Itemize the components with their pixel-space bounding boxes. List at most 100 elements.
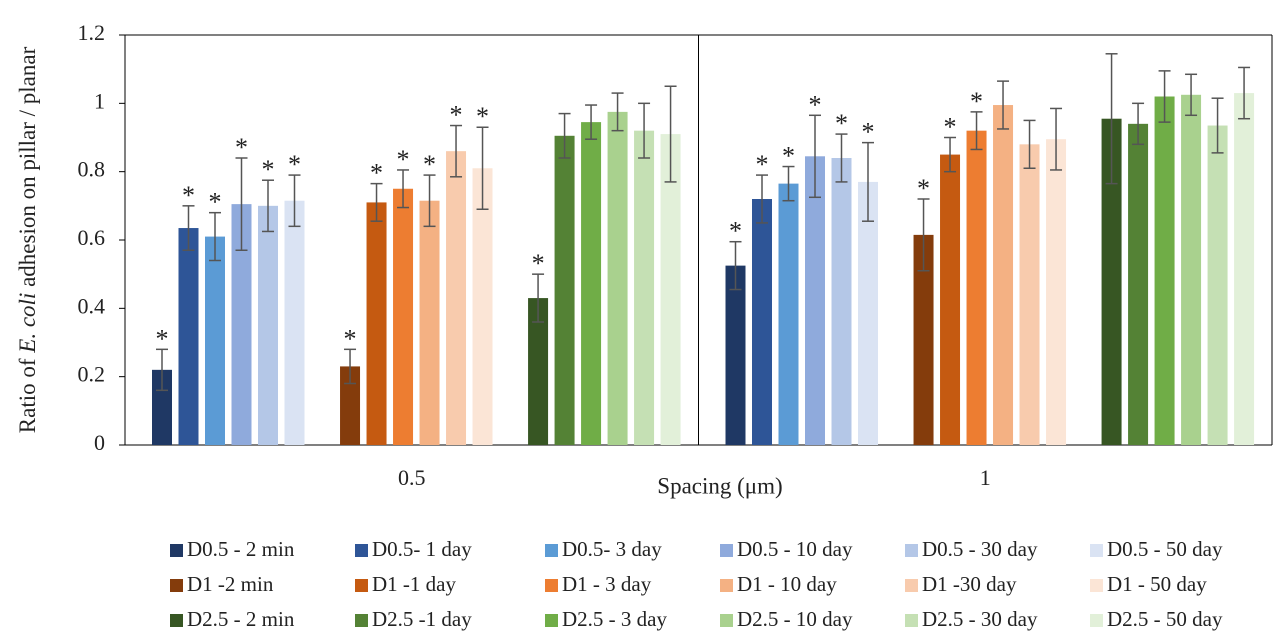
significance-marker: * [729, 217, 742, 246]
bar [725, 265, 746, 445]
y-tick-label: 0.6 [78, 225, 106, 250]
legend-swatch [905, 579, 918, 592]
bar [554, 135, 575, 445]
legend-swatch [545, 614, 558, 627]
legend-swatch [1090, 579, 1103, 592]
bar [831, 158, 852, 445]
bar [1046, 139, 1067, 446]
legend-swatch [720, 544, 733, 557]
legend-swatch [170, 579, 183, 592]
bar [993, 105, 1014, 446]
legend-label: D0.5 - 50 day [1107, 537, 1223, 561]
bar [805, 156, 825, 445]
legend-swatch [355, 544, 368, 557]
legend-swatch [355, 614, 368, 627]
x-axis-label: Spacing (μm) [657, 473, 782, 498]
y-tick-label: 0.2 [78, 362, 106, 387]
significance-marker: * [235, 133, 248, 162]
bar [660, 134, 681, 446]
bar [607, 111, 628, 445]
significance-marker: * [450, 101, 463, 130]
bar [393, 188, 414, 445]
legend-swatch [1090, 544, 1103, 557]
bar [1101, 118, 1122, 445]
significance-marker: * [423, 150, 436, 179]
bar [778, 183, 799, 445]
x-tick-label: 0.5 [398, 465, 426, 490]
legend-swatch [905, 544, 918, 557]
y-axis-label: Ratio of E. coli adhesion on pillar / pl… [15, 46, 40, 433]
bar [472, 168, 493, 445]
legend-swatch [720, 579, 733, 592]
legend-label: D1 -30 day [922, 572, 1017, 596]
bar [1019, 144, 1040, 446]
significance-marker: * [532, 249, 545, 278]
bar [231, 204, 252, 445]
bar [966, 130, 987, 445]
bar [446, 151, 467, 445]
legend-label: D0.5- 1 day [372, 537, 472, 561]
legend-swatch [1090, 614, 1103, 627]
x-tick-label: 1 [980, 465, 991, 490]
legend-label: D1 -2 min [187, 572, 274, 596]
legend-swatch [170, 614, 183, 627]
legend-label: D0.5 - 30 day [922, 537, 1038, 561]
significance-marker: * [782, 142, 795, 171]
bar [581, 122, 602, 445]
legend-label: D0.5 - 10 day [737, 537, 853, 561]
bar [1181, 94, 1202, 446]
legend-label: D1 - 50 day [1107, 572, 1207, 596]
bar [1128, 123, 1149, 445]
legend-label: D1 -1 day [372, 572, 456, 596]
significance-marker: * [288, 150, 301, 179]
significance-marker: * [262, 155, 275, 184]
bar [205, 236, 225, 445]
significance-marker: * [835, 109, 848, 138]
bar [419, 200, 440, 445]
bar [366, 202, 387, 445]
legend-label: D2.5 - 30 day [922, 607, 1038, 631]
legend-swatch [355, 579, 368, 592]
y-tick-label: 0.4 [78, 293, 106, 318]
significance-marker: * [756, 150, 769, 179]
legend-swatch [720, 614, 733, 627]
legend-swatch [545, 579, 558, 592]
legend-label: D2.5 - 50 day [1107, 607, 1223, 631]
bar [284, 200, 305, 445]
bar [634, 130, 655, 445]
legend-swatch [905, 614, 918, 627]
significance-marker: * [944, 112, 957, 141]
y-tick-label: 0.8 [78, 157, 106, 182]
y-label-part: E. coli [15, 293, 40, 354]
bar [858, 181, 878, 445]
bar [1207, 125, 1228, 446]
bar [528, 298, 549, 445]
legend-label: D0.5- 3 day [562, 537, 662, 561]
bar [258, 205, 278, 445]
y-label-part: adhesion on pillar / planar [15, 46, 40, 292]
legend-label: D1 - 10 day [737, 572, 837, 596]
legend-swatch [170, 544, 183, 557]
significance-marker: * [209, 188, 222, 217]
legend-label: D0.5 - 2 min [187, 537, 295, 561]
legend-label: D2.5 - 10 day [737, 607, 853, 631]
bar [752, 199, 772, 445]
legend-label: D2.5 - 3 day [562, 607, 667, 631]
y-label-part: Ratio of [15, 353, 40, 434]
bar [913, 234, 934, 445]
bar [340, 366, 361, 445]
bar [152, 369, 172, 445]
significance-marker: * [397, 145, 410, 174]
significance-marker: * [182, 181, 195, 210]
legend-label: D2.5 -1 day [372, 607, 472, 631]
bar [178, 228, 199, 445]
legend-label: D1 - 3 day [562, 572, 652, 596]
bar [940, 154, 961, 446]
significance-marker: * [476, 102, 489, 131]
y-tick-label: 0 [94, 430, 105, 455]
significance-marker: * [862, 118, 875, 147]
significance-marker: * [809, 90, 822, 119]
significance-marker: * [970, 87, 983, 116]
y-tick-label: 1.2 [78, 20, 106, 45]
